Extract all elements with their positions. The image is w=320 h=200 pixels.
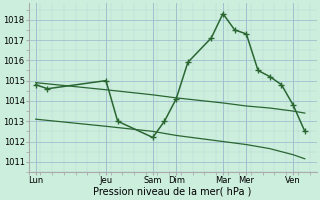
- X-axis label: Pression niveau de la mer( hPa ): Pression niveau de la mer( hPa ): [93, 187, 252, 197]
